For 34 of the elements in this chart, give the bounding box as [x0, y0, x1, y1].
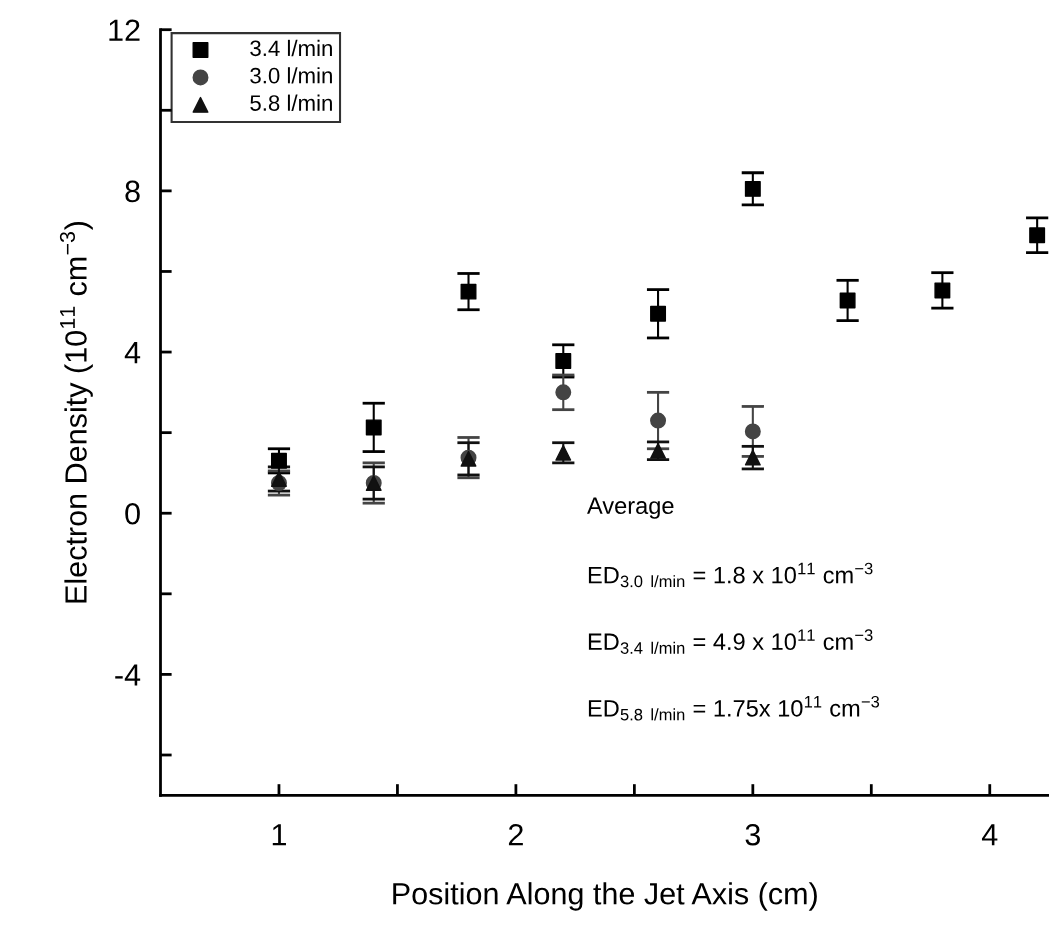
annotation: ED$_{3.4 l/min}$ = 4.9 x 10$^{11}$ cm$^{−3}$ — [588, 629, 873, 654]
point — [744, 423, 761, 440]
annotation: Average — [587, 497, 674, 519]
x-tick-label: 3 — [745, 823, 760, 846]
point — [744, 180, 761, 197]
point — [555, 444, 572, 461]
point — [650, 305, 667, 322]
x-tick-label: 1 — [272, 824, 286, 846]
annotation: ED$_{5.8 l/min}$ = 1.75x 10$^{11}$ cm$^{−3}$ — [588, 695, 880, 721]
y-tick-label: 0 — [125, 502, 140, 525]
point — [1029, 227, 1046, 244]
x-axis-title: Position Along the Jet Axis (cm) — [393, 882, 817, 911]
point — [555, 352, 572, 369]
point — [270, 452, 287, 469]
y-tick-label: 8 — [125, 180, 140, 203]
point — [650, 412, 667, 429]
point — [839, 292, 856, 309]
y-tick-label: -4 — [115, 664, 141, 686]
y-tick-label: 12 — [109, 19, 140, 41]
point — [460, 283, 477, 300]
point — [555, 384, 572, 401]
point — [270, 471, 287, 487]
point — [934, 282, 951, 299]
legend-label: 3.0 l/min — [250, 67, 332, 84]
y-tick-label: 4 — [124, 342, 141, 364]
x-tick-label: 4 — [981, 824, 998, 846]
x-tick-label: 2 — [508, 823, 523, 846]
annotation: ED$_{3.0 l/min}$ = 1.8 x 10$^{11}$ cm$^{−3}$ — [588, 562, 873, 588]
legend-label: 5.8 l/min — [250, 94, 332, 111]
y-axis-title: Electron Density (10$^{11}$ cm$^{−3}$) — [59, 221, 93, 603]
point — [365, 419, 382, 436]
point — [744, 449, 761, 466]
legend-label: 3.4 l/min — [250, 39, 332, 57]
point — [650, 442, 667, 459]
